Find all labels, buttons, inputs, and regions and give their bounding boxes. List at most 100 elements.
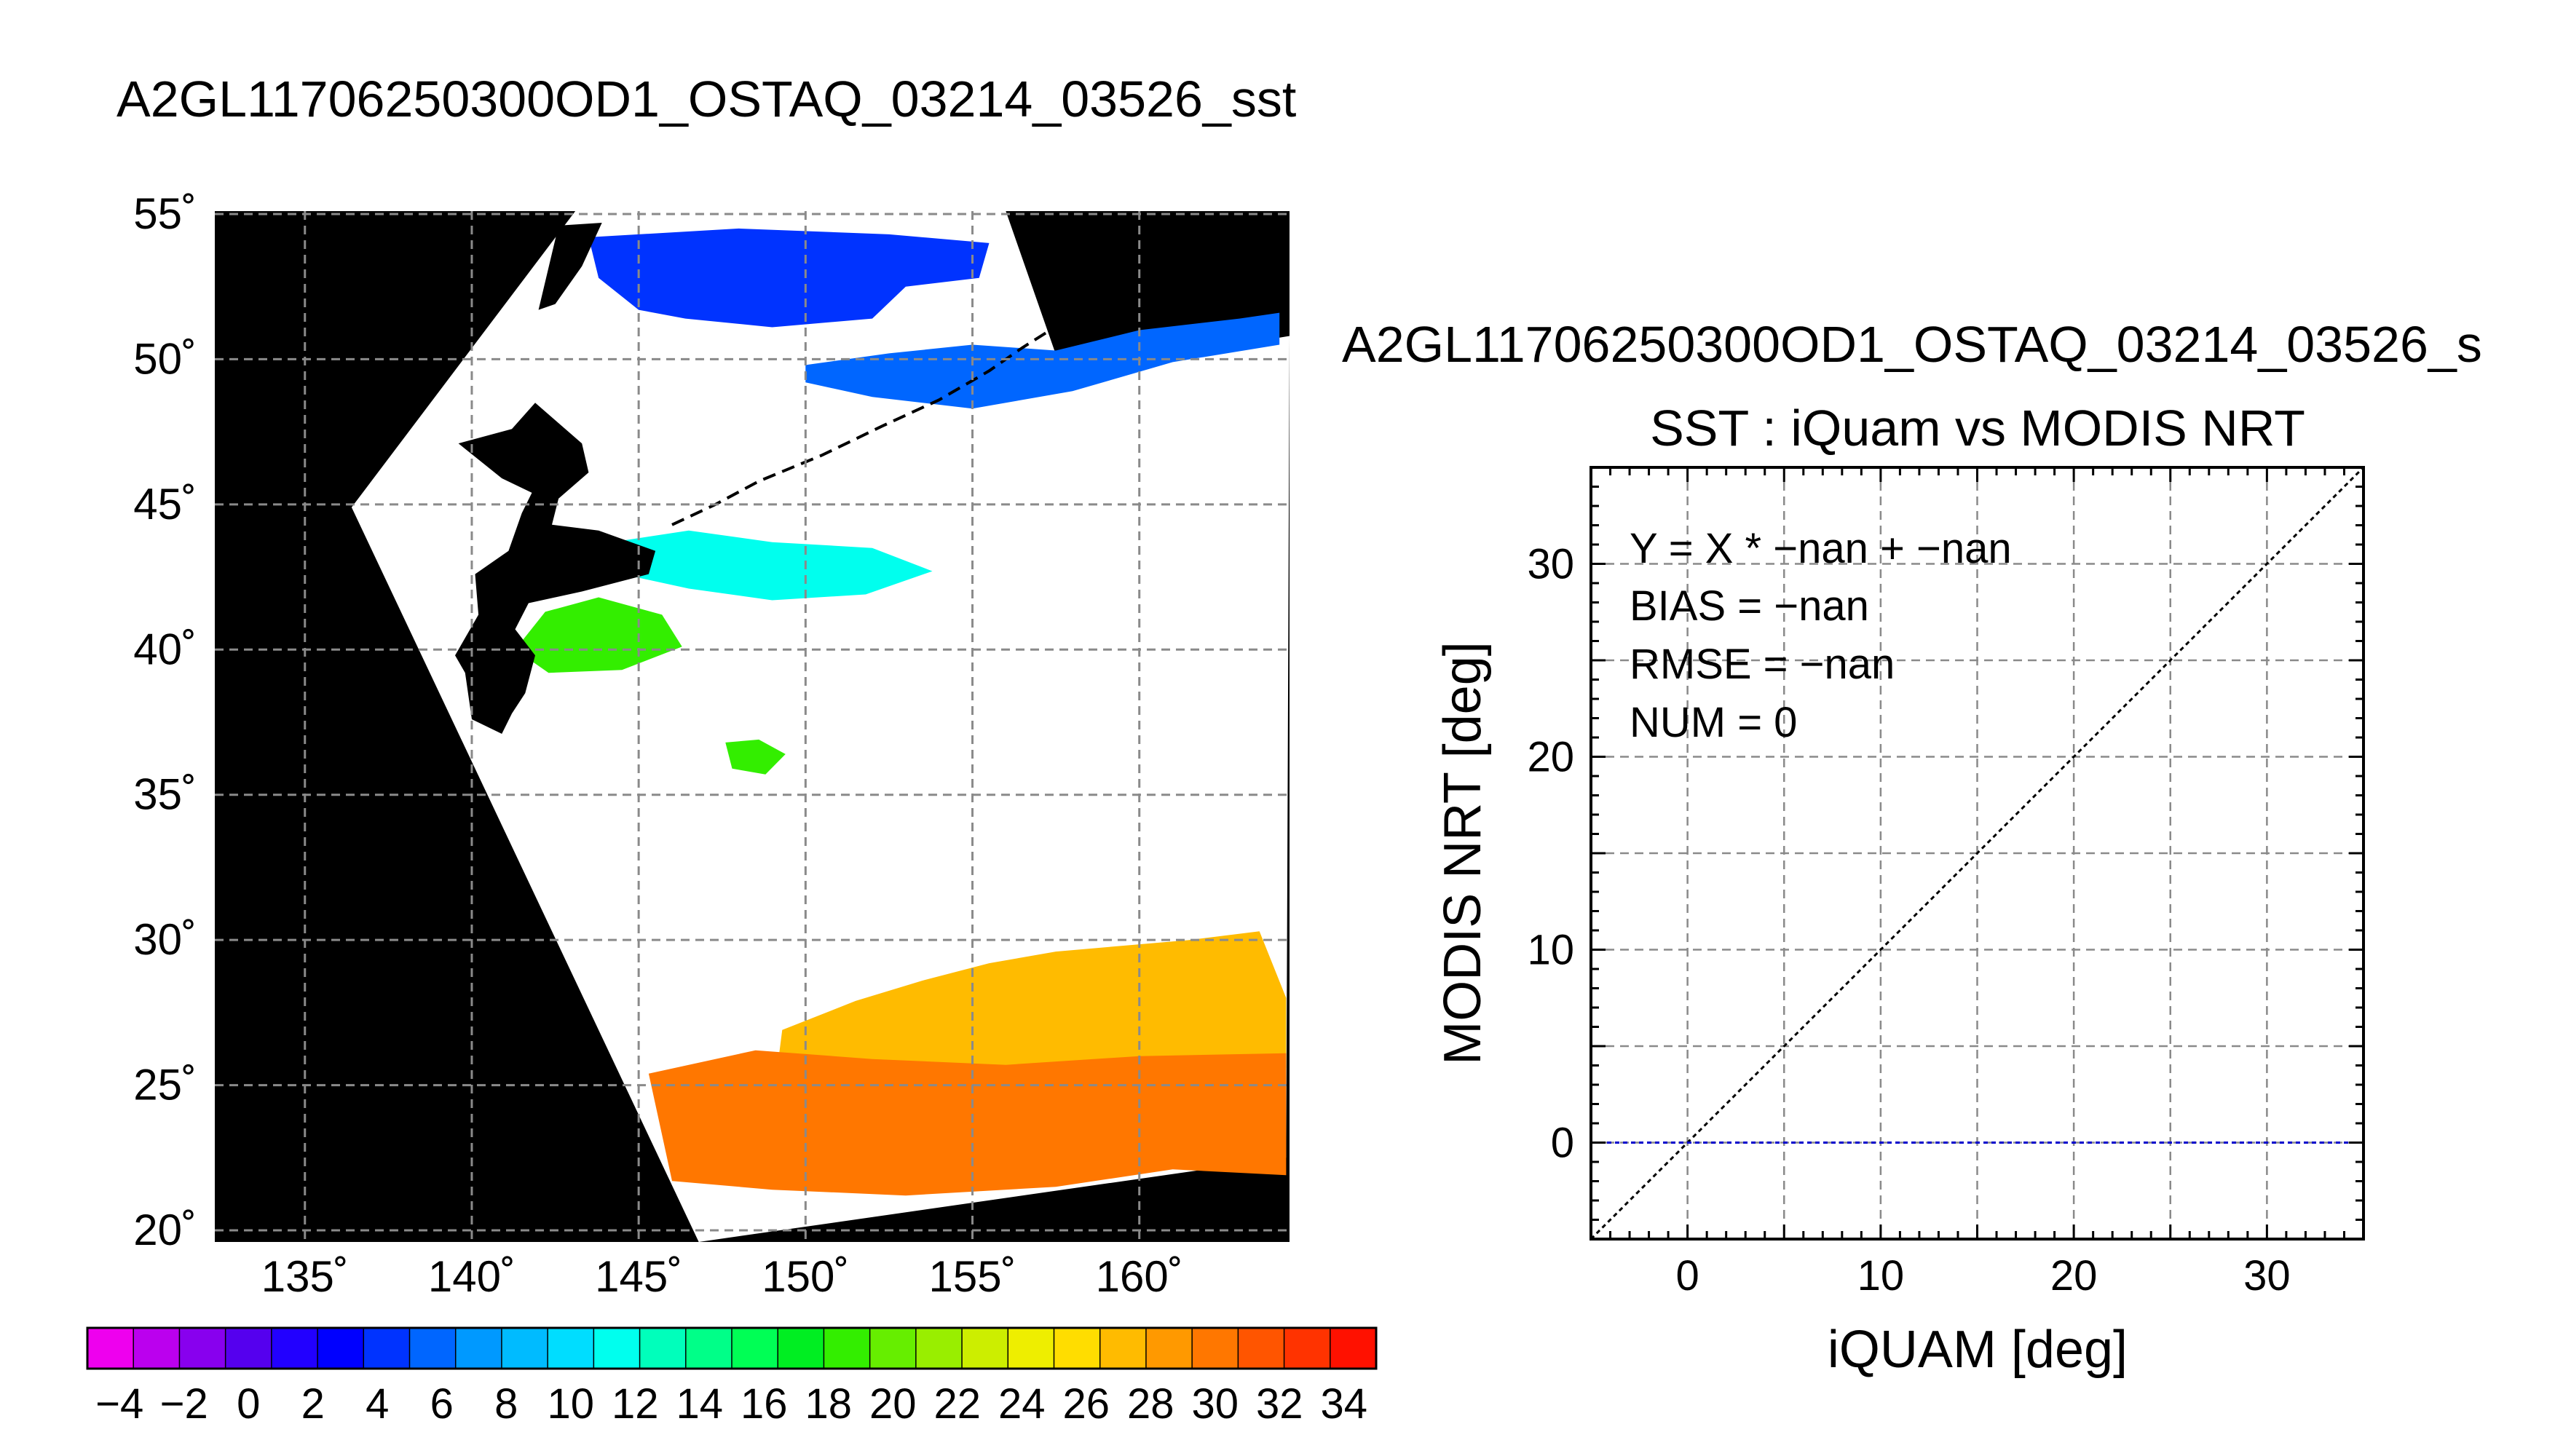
colorbar-frame [86,1326,1378,1370]
colorbar-cell [1284,1328,1331,1369]
colorbar-cell [317,1328,364,1369]
map-x-tick-label: 150˚ [762,1252,849,1301]
colorbar-tick-label: 4 [366,1380,389,1428]
map-y-tick-label: 50˚ [133,334,197,383]
colorbar-tick-label: 34 [1320,1380,1367,1428]
colorbar-tick-label: 18 [805,1380,852,1428]
colorbar-cell [639,1328,687,1369]
map-y-tick-label: 45˚ [133,480,197,529]
colorbar-cell [1145,1328,1193,1369]
sst-region-hokkaido-east [612,530,933,601]
scatter-lines [1591,467,2364,1239]
colorbar-cell [363,1328,411,1369]
scatter-x-tick-label: 0 [1675,1252,1699,1299]
colorbar-tick-label: 28 [1127,1380,1174,1428]
colorbar-tick-label: 2 [301,1380,325,1428]
colorbar-tick-label: 16 [741,1380,788,1428]
scatter-title: SST : iQuam vs MODIS NRT [1650,400,2305,456]
map-x-tick-label: 145˚ [595,1252,682,1301]
scatter-x-tick-label: 30 [2243,1252,2291,1299]
colorbar-cell [179,1328,226,1369]
scatter-subtitle: A2GL11706250300OD1_OSTAQ_03214_03526_s [1342,316,2482,373]
colorbar-tick-label: 26 [1062,1380,1110,1428]
colorbar-cell [133,1328,181,1369]
colorbar-tick-label: 14 [676,1380,723,1428]
map-x-tick-label: 135˚ [261,1252,349,1301]
colorbar-cell [455,1328,502,1369]
map-y-tick-label: 25˚ [133,1061,197,1109]
colorbar-tick-label: 0 [237,1380,260,1428]
bias-value: BIAS = −nan [1630,582,1869,630]
map-content [351,211,1290,1242]
scatter-x-tick-label: 10 [1857,1252,1905,1299]
map-x-ticks: 135˚ 140˚ 145˚ 150˚ 155˚ 160˚ [261,1252,1183,1301]
land-mask-0 [455,403,656,734]
colorbar-cell [225,1328,272,1369]
colorbar-tick-label: 30 [1191,1380,1239,1428]
map-grid [215,211,1290,1242]
map-title: A2GL11706250300OD1_OSTAQ_03214_03526_sst [117,71,1296,127]
sst-region-tohoku-coast [515,597,682,673]
map-x-tick-label: 155˚ [928,1252,1016,1301]
colorbar-tick-label: 6 [430,1380,454,1428]
map-y-tick-label: 35˚ [133,770,197,819]
colorbar-cell [869,1328,917,1369]
scatter-minor-ticks [1590,466,2365,1241]
sst-region-kuril-kamchatka [805,312,1280,409]
map-y-ticks: 55˚ 50˚ 45˚ 40˚ 35˚ 30˚ 25˚ 20˚ [133,189,197,1254]
colorbar-cell [501,1328,548,1369]
sst-region-subtropical-south [648,1050,1287,1196]
sst-region-central-patch [725,739,786,775]
colorbar-cell [1008,1328,1055,1369]
colorbar-tick-label: 24 [998,1380,1046,1428]
colorbar-cells [87,1328,1377,1369]
colorbar-tick-label: −2 [160,1380,208,1428]
colorbar-cell [915,1328,963,1369]
colorbar-tick-label: 32 [1256,1380,1303,1428]
colorbar-cell [593,1328,641,1369]
map-y-tick-label: 20˚ [133,1206,197,1254]
scatter-y-tick-label: 10 [1527,927,1574,974]
map-y-tick-label: 30˚ [133,915,197,964]
sst-region-okhotsk-cold [588,228,990,328]
kuril-islands [671,323,1060,526]
map-x-tick-label: 160˚ [1096,1252,1183,1301]
scatter-y-tick-label: 20 [1527,734,1574,781]
scatter-x-ticks: 0 10 20 30 [1675,1252,2290,1299]
colorbar-tick-label: 10 [547,1380,594,1428]
colorbar-tick-label: 12 [612,1380,659,1428]
land-mask-1 [538,223,602,310]
colorbar-cell [824,1328,871,1369]
fit-equation: Y = X * −nan + −nan [1630,525,2012,572]
scatter-y-tick-label: 0 [1551,1120,1574,1167]
colorbar-tick-label: 22 [933,1380,981,1428]
colorbar-cell [271,1328,318,1369]
colorbar-tick-label: 8 [494,1380,518,1428]
colorbar-cell [409,1328,457,1369]
colorbar-cell [685,1328,732,1369]
map-y-tick-label: 55˚ [133,189,197,238]
x-axis-label: iQUAM [deg] [1828,1321,2128,1379]
scatter-y-tick-label: 30 [1527,541,1574,588]
colorbar-cell [1192,1328,1239,1369]
colorbar-tick-label: 20 [869,1380,917,1428]
scatter-plot: 0 10 20 30 0 10 20 30 Y = X * −nan + −nan BIAS… [1434,466,2365,1379]
colorbar-cell [962,1328,1008,1369]
scatter-x-tick-label: 20 [2050,1252,2098,1299]
colorbar-labels: −4 −2 0 2 4 6 8 10 12 14 16 18 20 22 24 26 28 30 32 34 [95,1380,1367,1428]
sst-map: 135˚ 140˚ 145˚ 150˚ 155˚ 160˚ 55˚ 50˚ 45˚ 40˚ 35˚… [133,189,1290,1301]
colorbar-cell [1238,1328,1285,1369]
colorbar-cell [732,1328,778,1369]
colorbar-cell [548,1328,594,1369]
colorbar: −4 −2 0 2 4 6 8 10 12 14 16 18 20 22 24 26 28 30 32 34 [86,1326,1378,1428]
map-x-tick-label: 140˚ [428,1252,516,1301]
one-to-one-line [1591,467,2364,1239]
colorbar-cell [778,1328,825,1369]
colorbar-cell [87,1328,134,1369]
map-y-tick-label: 40˚ [133,625,197,673]
num-value: NUM = 0 [1630,699,1797,746]
colorbar-cell [1099,1328,1147,1369]
sst-region-subtropical-north [778,931,1287,1068]
colorbar-cell [1054,1328,1101,1369]
